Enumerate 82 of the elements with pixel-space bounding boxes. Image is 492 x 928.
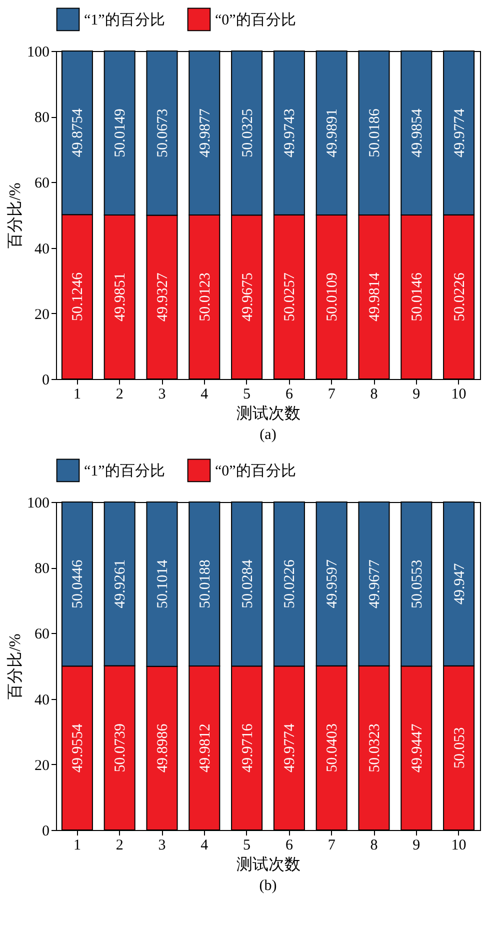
x-tick-label: 7 [328,386,336,402]
text: (b) [259,878,277,894]
data-label: 50.0109 [324,272,341,322]
x-tick-label: 3 [158,838,166,854]
x-tick-label: 10 [451,386,466,402]
data-label: 49.9675 [240,272,256,322]
x-tick-label: 7 [328,838,336,854]
y-tick-label: 20 [34,306,50,323]
data-label: 49.9851 [112,272,129,322]
data-label: 50.0257 [282,272,298,322]
legend-label: “0”的百分比 [215,11,296,28]
x-tick-label: 8 [370,838,378,854]
y-axis-title: 百分比/% [6,634,24,700]
x-axis-title: 测试次数 [236,856,300,874]
x-tick-label: 1 [73,386,81,402]
y-tick-label: 100 [27,44,50,60]
x-axis-title: 测试次数 [236,404,300,422]
data-label: 50.0673 [155,108,171,158]
data-label: 50.0226 [282,559,298,608]
y-tick-label: 0 [42,824,50,840]
x-tick-label: 5 [243,838,251,854]
data-label: 49.9877 [197,108,214,158]
data-label: 49.9677 [367,559,383,608]
x-tick-label: 3 [158,386,166,402]
y-tick-label: 0 [42,372,50,388]
x-tick-label: 1 [73,838,81,854]
y-tick-label: 20 [34,758,50,774]
data-label: 50.053 [452,727,468,769]
x-tick-label: 6 [285,386,294,402]
data-label: 49.9261 [112,560,129,608]
data-label: 49.9814 [367,272,383,322]
data-label: 50.0149 [112,108,129,158]
data-label: 49.9774 [452,108,468,158]
x-tick-label: 5 [243,386,251,402]
x-tick-label: 2 [116,386,124,402]
data-label: 49.9774 [282,723,298,772]
text: (a) [260,427,276,443]
data-label: 50.0188 [197,560,214,608]
x-tick-label: 2 [116,838,124,854]
y-tick-label: 60 [34,176,50,192]
data-label: 50.1246 [70,272,86,322]
y-tick-label: 60 [34,626,50,643]
data-label: 50.0186 [367,108,383,158]
data-label: 49.9447 [409,723,426,772]
y-tick-label: 80 [34,561,50,578]
data-label: 50.0403 [324,724,341,772]
data-label: 50.0146 [409,272,426,322]
y-axis-title: 百分比/% [6,182,24,248]
data-label: 49.9891 [324,108,341,158]
y-tick-label: 40 [34,241,50,258]
y-tick-label: 80 [34,110,50,126]
y-tick-label: 100 [27,496,50,512]
data-label: 50.0446 [70,559,86,608]
data-label: 49.9854 [409,108,426,158]
data-label: 49.8986 [155,723,171,773]
data-label: 50.0553 [409,560,426,608]
legend-label: “1”的百分比 [84,11,165,28]
x-tick-label: 9 [412,386,420,402]
data-label: 50.0123 [197,272,214,322]
data-label: 49.9554 [70,723,86,772]
legend-label: “1”的百分比 [84,462,165,480]
x-tick-label: 8 [370,386,378,402]
data-label: 49.9743 [282,108,298,158]
data-label: 50.0323 [367,724,383,772]
legend-label: “0”的百分比 [215,462,296,480]
data-label: 50.0284 [240,559,256,608]
y-tick-label: 40 [34,692,50,708]
x-tick-label: 9 [412,838,420,854]
x-tick-label: 4 [200,386,209,402]
data-label: 50.1014 [155,559,171,609]
data-label: 50.0739 [112,724,129,772]
data-label: 49.9812 [197,724,214,772]
x-tick-label: 10 [451,838,466,854]
data-label: 49.947 [452,562,468,605]
data-label: 50.0226 [452,272,468,322]
data-label: 49.8754 [70,108,86,158]
data-label: 50.0325 [240,108,256,158]
x-tick-label: 6 [285,838,294,854]
data-label: 49.9327 [155,272,171,322]
x-tick-label: 4 [200,838,209,854]
data-label: 49.9716 [240,723,256,772]
data-label: 49.9597 [324,559,341,608]
